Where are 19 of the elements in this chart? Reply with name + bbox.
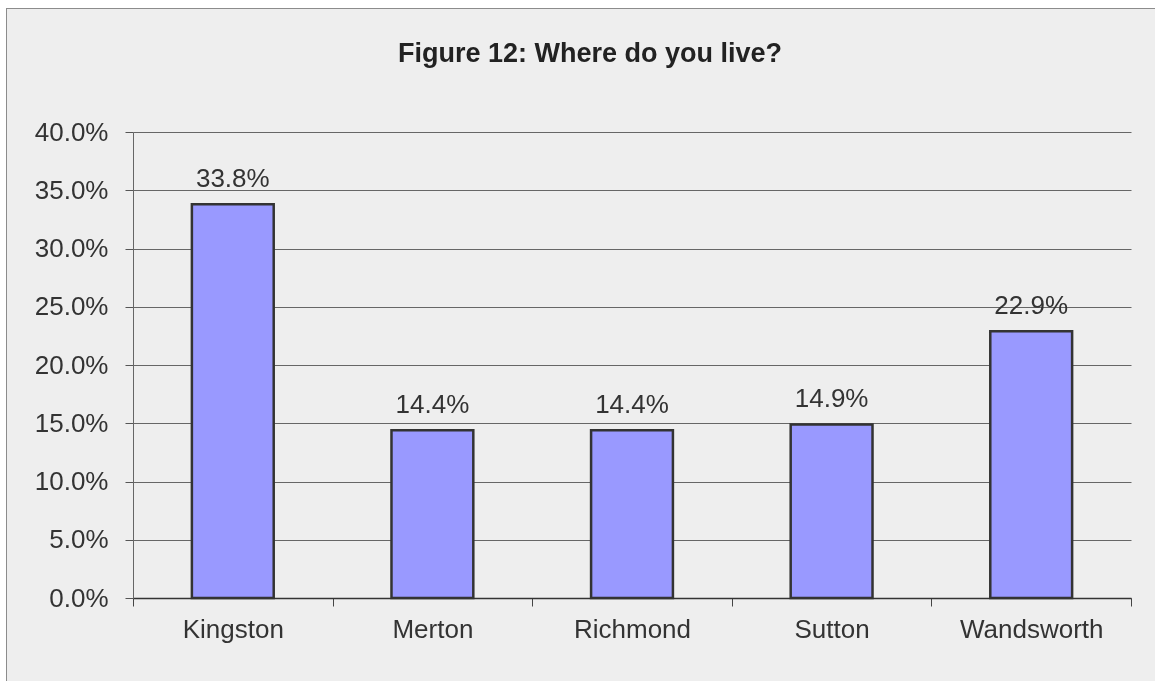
y-tick-label: 10.0% — [34, 466, 109, 496]
x-tick-label: Wandsworth — [959, 613, 1104, 644]
x-tick-label: Kingston — [182, 613, 284, 644]
chart-title: Figure 12: Where do you live? — [397, 38, 783, 68]
data-label: 14.9% — [794, 383, 869, 414]
y-tick-label: 15.0% — [34, 407, 109, 438]
data-label: 14.4% — [395, 389, 470, 420]
x-tick-label: Merton — [392, 613, 474, 644]
data-label: 33.8% — [195, 163, 270, 194]
y-tick-label: 5.0% — [49, 524, 109, 555]
data-label: 14.4% — [595, 389, 669, 420]
y-tick-label: 30.0% — [34, 233, 109, 263]
y-tick-label: 20.0% — [34, 349, 109, 380]
y-tick-label: 25.0% — [34, 291, 109, 322]
y-tick-label: 40.0% — [34, 116, 109, 147]
x-tick-label: Sutton — [794, 613, 870, 644]
x-tick-label: Richmond — [573, 613, 692, 644]
y-tick-label: 35.0% — [34, 174, 109, 205]
y-tick-label: 0.0% — [49, 582, 109, 613]
